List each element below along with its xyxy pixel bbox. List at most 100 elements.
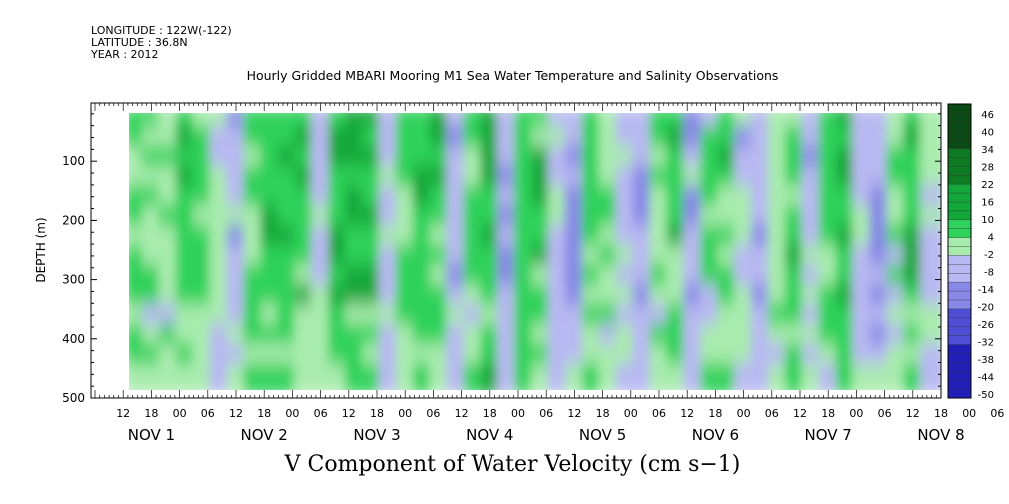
colorbar-swatch xyxy=(948,308,971,319)
colorbar-frame xyxy=(947,103,972,399)
x-tick-label: 18 xyxy=(257,407,271,420)
colorbar-label: 22 xyxy=(981,180,994,191)
colorbar-swatch xyxy=(948,371,971,381)
x-tick-label: 12 xyxy=(567,407,581,420)
x-day-label: NOV 1 xyxy=(128,426,175,444)
colorbar-swatch xyxy=(948,210,971,221)
colorbar-swatch xyxy=(948,193,971,203)
x-day-label: NOV 5 xyxy=(579,426,626,444)
x-tick-label: 12 xyxy=(793,407,807,420)
plot-frame xyxy=(90,102,942,399)
x-tick-label: 18 xyxy=(821,407,835,420)
x-day-label: NOV 6 xyxy=(692,426,739,444)
heatmap-cells xyxy=(129,113,941,390)
colorbar-swatch xyxy=(948,380,971,390)
colorbar-label: 28 xyxy=(981,163,994,174)
colorbar-swatch xyxy=(948,202,971,212)
y-tick-label: 100 xyxy=(62,154,85,168)
x-tick-label: 12 xyxy=(116,407,130,420)
x-tick-label: 12 xyxy=(906,407,920,420)
x-tick-label: 06 xyxy=(539,407,553,420)
colorbar-swatch xyxy=(948,157,971,167)
colorbar-swatch xyxy=(948,184,971,194)
x-tick-label: 06 xyxy=(765,407,779,420)
colorbar-swatch xyxy=(948,282,971,292)
x-tick-label: 06 xyxy=(426,407,440,420)
colorbar-label: -14 xyxy=(978,285,994,296)
colorbar-swatch xyxy=(948,255,971,265)
colorbar-swatch xyxy=(948,228,971,239)
x-day-label: NOV 3 xyxy=(353,426,400,444)
colorbar-label: -26 xyxy=(978,320,994,331)
x-tick-label: 12 xyxy=(455,407,469,420)
colorbar-label: -50 xyxy=(978,390,994,401)
colorbar-label: 16 xyxy=(981,198,994,209)
colorbar-label: -2 xyxy=(984,250,994,261)
x-tick-label: 06 xyxy=(652,407,666,420)
x-tick-label: 06 xyxy=(314,407,328,420)
x-day-label: NOV 7 xyxy=(805,426,852,444)
y-axis-label: DEPTH (m) xyxy=(34,217,48,282)
x-day-label: NOV 4 xyxy=(466,426,513,444)
colorbar-swatch xyxy=(948,344,971,354)
colorbar-label: -44 xyxy=(978,373,994,384)
x-tick-label: 06 xyxy=(201,407,215,420)
x-tick-label: 18 xyxy=(596,407,610,420)
colorbar-swatch xyxy=(948,389,971,399)
chart-title: Hourly Gridded MBARI Mooring M1 Sea Wate… xyxy=(246,68,779,83)
x-tick-label: 00 xyxy=(962,407,976,420)
colorbar-swatch xyxy=(948,121,971,132)
x-tick-label: 18 xyxy=(934,407,948,420)
colorbar-label: 40 xyxy=(981,128,994,139)
y-tick-label: 300 xyxy=(62,273,85,287)
x-tick-label: 00 xyxy=(849,407,863,420)
x-axis-label: V Component of Water Velocity (cm s−1) xyxy=(284,452,741,477)
x-tick-label: 18 xyxy=(708,407,722,420)
colorbar-label: -20 xyxy=(978,303,994,314)
colorbar-swatch xyxy=(948,291,971,301)
colorbar-label: -32 xyxy=(978,338,994,349)
colorbar-swatch xyxy=(948,317,971,328)
colorbar-label: 10 xyxy=(981,215,994,226)
colorbar-label: 46 xyxy=(981,110,994,121)
x-tick-label: 12 xyxy=(342,407,356,420)
x-tick-label: 00 xyxy=(737,407,751,420)
colorbar-swatch xyxy=(948,353,971,363)
colorbar-swatch xyxy=(948,273,971,283)
colorbar-swatch xyxy=(948,300,971,310)
colorbar-label: 4 xyxy=(988,233,994,244)
y-tick-label: 200 xyxy=(62,213,85,227)
colorbar-swatch xyxy=(948,246,971,256)
colorbar-swatch xyxy=(948,112,971,123)
colorbar-swatch xyxy=(948,362,971,372)
x-tick-label: 18 xyxy=(370,407,384,420)
x-tick-label: 00 xyxy=(511,407,525,420)
colorbar-swatch xyxy=(948,264,971,274)
x-tick-label: 18 xyxy=(144,407,158,420)
colorbar-label: -38 xyxy=(978,355,994,366)
colorbar-swatch xyxy=(948,166,971,176)
x-tick-label: 06 xyxy=(878,407,892,420)
colorbar-swatch xyxy=(948,175,971,185)
colorbar-label: 34 xyxy=(981,145,994,156)
colorbar: 46 40 34 28 22 16 10 4 -2 -8 -14 -20 -26 -32 -38 -44 -50 xyxy=(947,103,994,401)
colorbar-swatch xyxy=(948,130,971,141)
x-tick-label: 00 xyxy=(173,407,187,420)
longitude-label: LONGITUDE : 122W(-122) xyxy=(91,24,232,37)
x-tick-label: 06 xyxy=(990,407,1004,420)
heatmap-cell xyxy=(920,363,941,390)
x-tick-label: 12 xyxy=(229,407,243,420)
colorbar-swatch xyxy=(948,326,971,337)
colorbar-swatch xyxy=(948,335,971,346)
x-tick-label: 12 xyxy=(680,407,694,420)
heatmap-body xyxy=(129,113,941,390)
x-day-label: NOV 8 xyxy=(917,426,964,444)
colorbar-label: -8 xyxy=(984,268,994,279)
x-day-label: NOV 2 xyxy=(241,426,288,444)
x-tick-label: 00 xyxy=(398,407,412,420)
colorbar-swatch xyxy=(948,104,971,114)
colorbar-swatch xyxy=(948,148,971,158)
x-tick-label: 00 xyxy=(624,407,638,420)
